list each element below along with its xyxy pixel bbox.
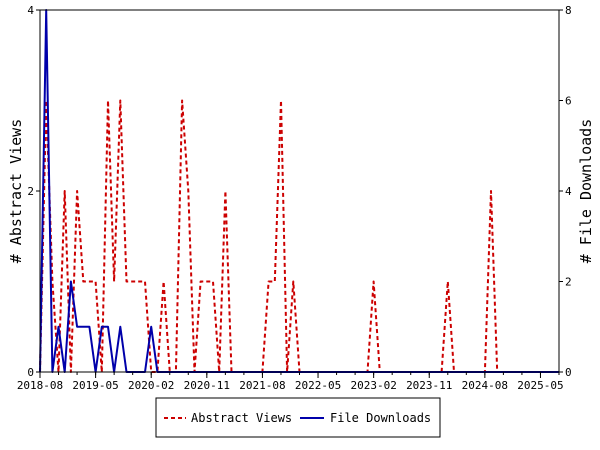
legend-label-abstract-views: Abstract Views: [191, 411, 292, 425]
left-axis-title: # Abstract Views: [7, 119, 25, 264]
legend-box: [155, 397, 441, 438]
right-tick-label: 6: [565, 95, 572, 108]
right-tick-label: 0: [565, 366, 572, 379]
x-tick-label: 2023-11: [406, 379, 452, 392]
file-downloads-layer: [39, 9, 559, 373]
plot-background: [40, 10, 559, 372]
left-tick-label: 0: [27, 366, 34, 379]
right-axis-ticks: 0 2 4 6 8: [559, 4, 572, 379]
x-tick-label: 2018-08: [17, 379, 63, 392]
x-axis-ticks: 2018-08 2019-05 2020-02 2020-11 2021-08 2022-…: [17, 372, 564, 392]
left-tick-label: 2: [27, 185, 34, 198]
x-tick-label: 2019-05: [72, 379, 118, 392]
x-tick-label: 2020-11: [184, 379, 230, 392]
x-tick-label: 2022-05: [295, 379, 341, 392]
right-tick-label: 2: [565, 276, 572, 289]
right-axis-title: # File Downloads: [577, 119, 595, 264]
legend-label-file-downloads: File Downloads: [330, 411, 431, 425]
left-axis-ticks: 0 2 4: [27, 4, 40, 379]
x-tick-label: 2020-02: [128, 379, 174, 392]
x-tick-label: 2025-05: [517, 379, 563, 392]
left-tick-label: 4: [27, 4, 34, 17]
legend: Abstract Views File Downloads: [155, 397, 441, 438]
x-tick-label: 2023-02: [350, 379, 396, 392]
x-tick-label: 2021-08: [239, 379, 285, 392]
x-tick-label: 2024-08: [462, 379, 508, 392]
right-tick-label: 8: [565, 4, 572, 17]
right-tick-label: 4: [565, 185, 572, 198]
file-downloads-series-line: [39, 9, 559, 373]
